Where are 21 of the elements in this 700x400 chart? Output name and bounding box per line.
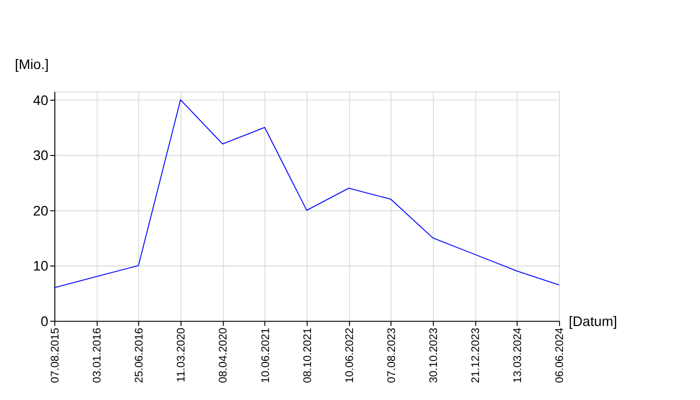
y-tick-label: 20 — [32, 202, 49, 218]
line-series — [54, 99, 560, 288]
x-tick-label: 03.01.2016 — [92, 328, 104, 384]
x-tick-label: 07.08.2015 — [49, 328, 62, 384]
x-tick-label: 06.06.2024 — [554, 328, 566, 384]
x-tick-label: 21.12.2023 — [470, 328, 482, 384]
x-tick-label: 11.03.2020 — [176, 328, 188, 382]
y-tick-label: 30 — [32, 147, 49, 164]
x-tick-label: 08.04.2020 — [218, 328, 230, 384]
y-axis-title: [Mio.] — [14, 56, 49, 72]
x-tick-label: 07.08.2023 — [386, 328, 398, 384]
y-tick-label: 0 — [40, 312, 49, 329]
x-tick-label: 30.10.2023 — [428, 328, 440, 384]
x-axis-title: [Datum] — [568, 312, 618, 329]
x-tick-label: 25.06.2016 — [134, 328, 146, 384]
x-tick-label: 13.03.2024 — [512, 328, 524, 384]
y-tick-label: 10 — [32, 258, 49, 274]
x-tick-label: 08.10.2021 — [302, 328, 314, 384]
x-tick-label: 10.06.2022 — [344, 328, 356, 384]
x-tick-label: 10.06.2021 — [260, 328, 272, 384]
y-tick-label: 40 — [32, 92, 49, 108]
